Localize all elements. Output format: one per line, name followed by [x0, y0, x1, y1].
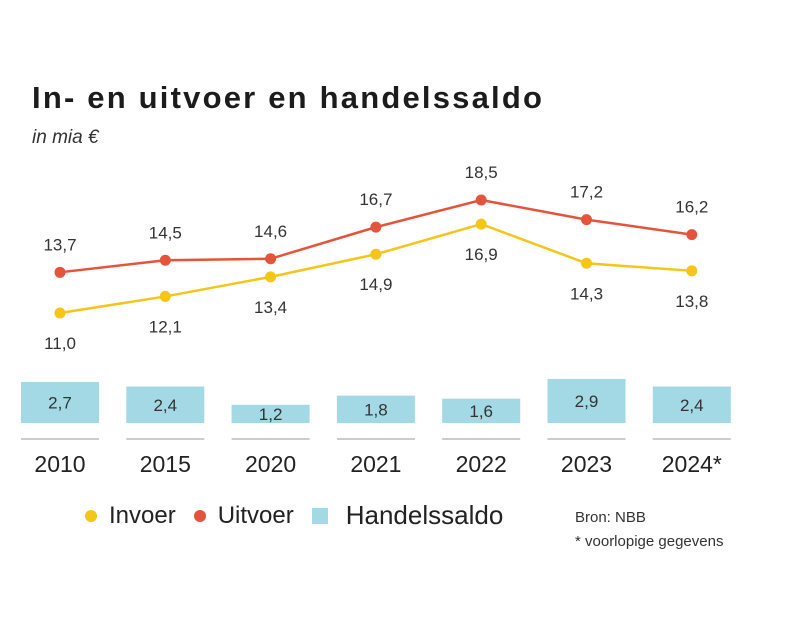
chart-subtitle: in mia €	[32, 127, 99, 148]
data-label-handelssaldo-2010: 2,7	[48, 393, 72, 412]
source-label: Bron: NBB	[575, 509, 646, 526]
data-label-invoer-2022: 16,9	[465, 245, 498, 264]
bar-handelssaldo-2022	[442, 398, 521, 423]
data-label-invoer-2023: 14,3	[570, 284, 603, 303]
bar-handelssaldo-2023	[547, 378, 626, 423]
data-label-handelssaldo-2020: 1,2	[259, 405, 283, 424]
bar-handelssaldo-2020	[231, 404, 310, 423]
chart-title: In- en uitvoer en handelssaldo	[32, 80, 545, 115]
data-label-handelssaldo-2023: 2,9	[575, 392, 599, 411]
legend: Invoer Uitvoer Handelssaldo	[85, 500, 521, 531]
data-label-handelssaldo-2015: 2,4	[153, 396, 177, 415]
data-label-uitvoer-2024*: 16,2	[675, 198, 708, 217]
bar-handelssaldo-2015	[126, 386, 205, 423]
legend-label-uitvoer: Uitvoer	[217, 501, 294, 529]
point-invoer-2015	[159, 290, 171, 302]
data-label-handelssaldo-2022: 1,6	[469, 402, 493, 421]
x-tick-label-2024*: 2024*	[662, 451, 722, 477]
point-uitvoer-2020	[265, 253, 277, 265]
legend-label-handelssaldo: Handelssaldo	[345, 500, 504, 530]
point-uitvoer-2023	[581, 214, 592, 226]
data-label-uitvoer-2023: 17,2	[570, 183, 603, 202]
legend-marker-handelssaldo	[311, 507, 328, 524]
point-uitvoer-2024*	[686, 229, 698, 241]
x-tick-label-2015: 2015	[140, 451, 191, 477]
data-label-uitvoer-2015: 14,5	[149, 223, 182, 242]
data-label-handelssaldo-2024*: 2,4	[680, 396, 704, 415]
data-label-uitvoer-2022: 18,5	[465, 163, 498, 182]
data-label-invoer-2010: 11,0	[44, 334, 76, 353]
data-label-invoer-2020: 13,4	[254, 298, 287, 317]
source-note: Bron: NBB * voorlopige gegevens	[575, 506, 723, 554]
data-label-invoer-2015: 12,1	[149, 317, 182, 336]
point-invoer-2024*	[686, 265, 698, 277]
data-label-handelssaldo-2021: 1,8	[364, 400, 388, 419]
data-label-invoer-2024*: 13,8	[675, 292, 708, 311]
footnote-label: * voorlopige gegevens	[575, 533, 724, 550]
legend-item-uitvoer: Uitvoer	[193, 501, 294, 530]
data-label-uitvoer-2010: 13,7	[43, 235, 76, 254]
legend-item-handelssaldo: Handelssaldo	[311, 500, 504, 531]
point-invoer-2020	[265, 271, 277, 283]
point-uitvoer-2022	[475, 194, 487, 206]
x-tick-label-2020: 2020	[245, 451, 296, 477]
bar-handelssaldo-2010	[21, 381, 99, 423]
data-label-uitvoer-2020: 14,6	[254, 222, 287, 241]
point-invoer-2022	[475, 218, 487, 230]
x-tick-label-2023: 2023	[561, 451, 612, 477]
bar-handelssaldo-2024*	[652, 386, 731, 423]
point-uitvoer-2021	[370, 221, 382, 233]
x-tick-label-2022: 2022	[456, 451, 507, 477]
x-tick-label-2010: 2010	[34, 451, 85, 477]
legend-marker-uitvoer	[193, 509, 206, 522]
legend-label-invoer: Invoer	[109, 501, 176, 529]
point-invoer-2021	[370, 248, 382, 260]
x-tick-label-2021: 2021	[350, 451, 401, 477]
point-invoer-2010	[54, 307, 66, 319]
data-label-invoer-2021: 14,9	[359, 275, 392, 294]
data-label-uitvoer-2021: 16,7	[359, 190, 392, 209]
legend-marker-invoer	[85, 509, 97, 522]
bar-handelssaldo-2021	[336, 395, 415, 423]
point-uitvoer-2010	[54, 266, 66, 278]
point-uitvoer-2015	[159, 254, 171, 266]
point-invoer-2023	[581, 257, 592, 269]
legend-item-invoer: Invoer	[85, 502, 176, 530]
